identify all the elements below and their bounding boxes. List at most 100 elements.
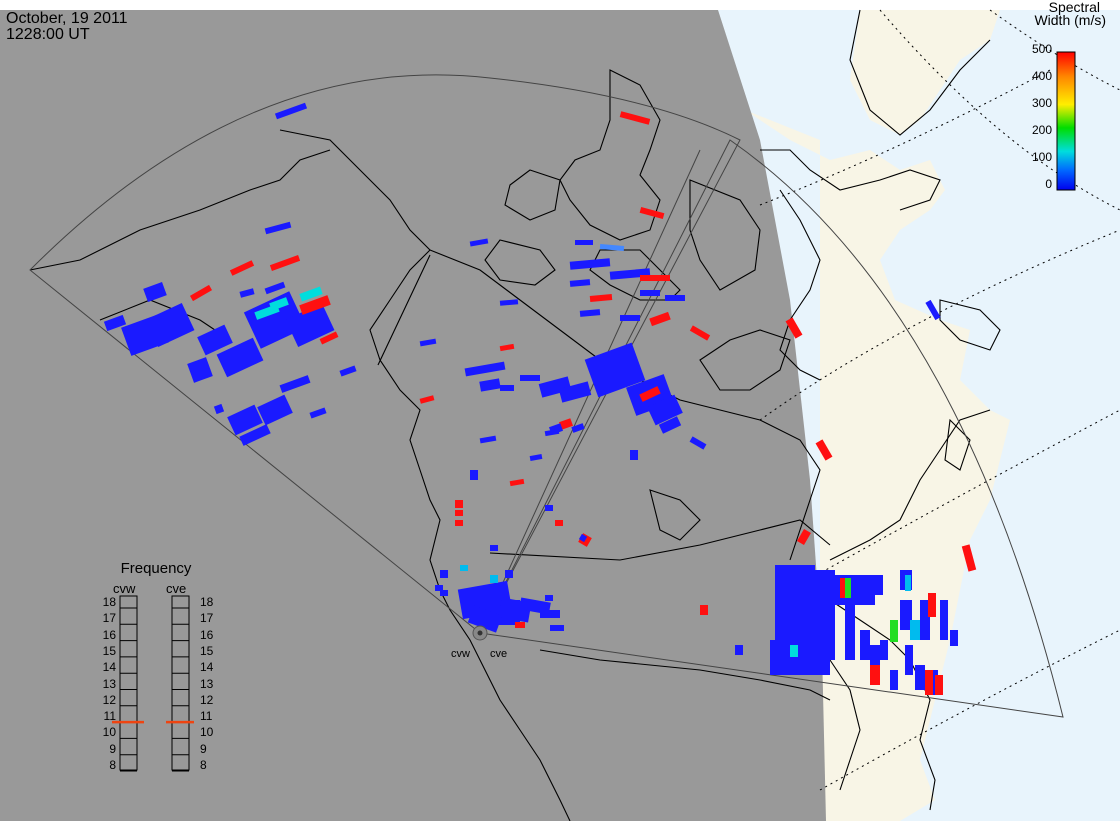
frequency-scale-left-17: 17: [102, 611, 116, 626]
backscatter-cell: [545, 505, 553, 511]
backscatter-cell: [309, 407, 327, 419]
backscatter-cell: [103, 314, 127, 332]
cvw-gauge: [119, 595, 138, 771]
backscatter-cell: [479, 378, 501, 392]
backscatter-cell: [930, 670, 938, 695]
backscatter-cell: [558, 381, 592, 403]
frequency-scale-left-12: 12: [102, 692, 116, 707]
backscatter-cell: [467, 605, 503, 633]
colorbar-tick: 100: [1031, 150, 1052, 164]
backscatter-cell: [469, 238, 489, 247]
backscatter-cell: [810, 630, 830, 660]
frequency-scale-left-8: 8: [109, 758, 116, 772]
backscatter-cell: [538, 376, 572, 398]
backscatter-cell: [419, 338, 437, 347]
backscatter-cell: [665, 295, 685, 301]
colorbar-tick: 0: [1045, 177, 1052, 191]
backscatter-cell: [569, 258, 611, 270]
backscatter-cell: [905, 645, 913, 675]
frequency-scale-right-13: 13: [200, 676, 214, 691]
colorbar-title-line2: Width (m/s): [1034, 12, 1106, 28]
frequency-scale-left-11: 11: [103, 709, 116, 724]
night-shading: [0, 10, 826, 821]
backscatter-cell: [197, 324, 233, 356]
backscatter-cell: [490, 575, 498, 583]
backscatter-cell: [860, 630, 870, 660]
backscatter-cell: [630, 450, 638, 460]
backscatter-cell: [490, 545, 498, 551]
backscatter-cell: [589, 294, 613, 302]
backscatter-cell: [920, 600, 930, 640]
backscatter-cell: [500, 385, 514, 391]
backscatter-cell: [470, 470, 478, 480]
backscatter-cell: [319, 331, 339, 345]
backscatter-cell: [229, 260, 255, 276]
backscatter-cell: [735, 645, 743, 655]
backscatter-cell: [143, 282, 167, 302]
backscatter-cell: [845, 578, 851, 598]
backscatter-cell: [499, 343, 515, 352]
cvw-radar-label: cvw: [113, 581, 136, 596]
backscatter-cell: [509, 478, 525, 487]
frequency-gauges: [112, 595, 194, 772]
frequency-scale-right-15: 15: [200, 643, 214, 658]
colorbar-tick: 500: [1031, 42, 1052, 56]
backscatter-cell: [649, 311, 671, 327]
backscatter-cell: [619, 111, 651, 125]
backscatter-cell: [299, 286, 323, 302]
backscatter-cell: [545, 595, 553, 601]
frequency-scale-right-18: 18: [200, 595, 214, 609]
cve-site-label: cve: [490, 648, 508, 660]
backscatter-cell: [299, 295, 331, 315]
radar-site-marker: [472, 625, 488, 641]
backscatter-cell: [915, 665, 925, 690]
backscatter-cell: [689, 325, 711, 341]
backscatter-cell: [544, 428, 560, 437]
backscatter-cell: [928, 593, 936, 617]
frequency-scale-right-16: 16: [200, 627, 214, 642]
frequency-scale-left-10: 10: [102, 725, 116, 740]
backscatter-cell: [145, 302, 195, 348]
backscatter-cell: [264, 281, 286, 295]
backscatter-cell: [620, 315, 640, 321]
backscatter-cell: [515, 622, 525, 628]
backscatter-cell: [455, 500, 463, 508]
backscatter-cell: [584, 342, 646, 398]
backscatter-cell: [910, 620, 920, 640]
frequency-scale-right-8: 8: [200, 758, 207, 772]
backscatter-cell: [187, 357, 213, 383]
plot-time: 1228:00 UT: [6, 26, 90, 43]
backscatter-cell: [550, 625, 564, 631]
backscatter-cell: [440, 590, 448, 596]
backscatter-cell: [419, 395, 435, 404]
backscatter-cell: [578, 533, 588, 543]
backscatter-cell: [254, 304, 280, 320]
backscatter-cell: [890, 670, 898, 690]
frequency-scale-right-12: 12: [200, 692, 214, 707]
backscatter-cell: [640, 290, 660, 296]
backscatter-cell: [529, 453, 543, 462]
backscatter-cell: [935, 675, 943, 695]
backscatter-cell: [815, 439, 833, 461]
day-land-east-canada: [745, 110, 1010, 821]
frequency-scale-left-16: 16: [102, 627, 116, 642]
backscatter-cell: [257, 394, 293, 426]
backscatter-cell: [880, 640, 888, 660]
backscatter-cell: [435, 585, 443, 591]
frequency-scale-right-10: 10: [200, 725, 214, 740]
backscatter-cell: [840, 578, 848, 598]
backscatter-cell: [239, 424, 271, 446]
backscatter-cell: [658, 416, 682, 434]
backscatter-cell: [285, 302, 335, 348]
backscatter-cell: [870, 665, 880, 685]
backscatter-cell: [579, 309, 601, 317]
colorbar-tick: 200: [1031, 123, 1052, 137]
borders: [377, 254, 831, 701]
backscatter-cell: [875, 575, 883, 595]
backscatter-cell: [440, 570, 448, 578]
backscatter-cell: [239, 288, 255, 298]
backscatter-cell: [797, 528, 811, 546]
backscatter-cell: [890, 620, 898, 642]
backscatter-cell: [640, 275, 670, 281]
